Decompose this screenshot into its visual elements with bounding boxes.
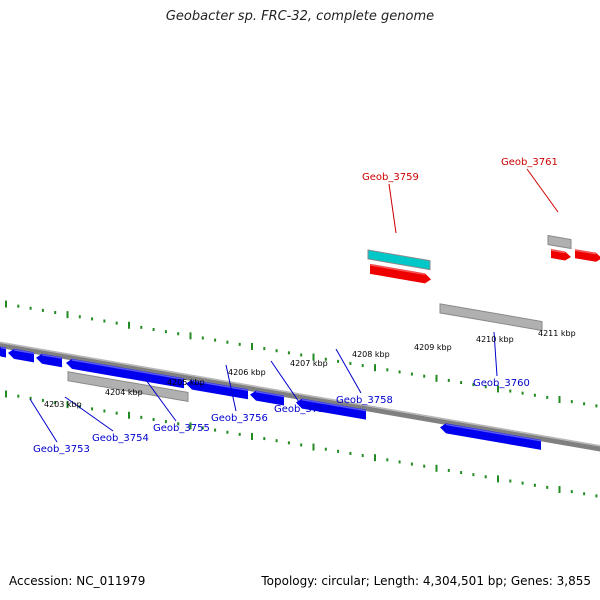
kbp-label: 4209 kbp: [414, 343, 452, 352]
gene-3762-arrow-shine: [574, 249, 597, 255]
grey-feature-3760: [439, 303, 543, 332]
gene-3761-arrow: [550, 249, 571, 261]
gene-3755-arrow-body: [66, 358, 184, 389]
genome-title: Geobacter sp. FRC-32, complete genome: [165, 9, 435, 24]
gene-3760-arrow-shine: [445, 423, 542, 442]
leader-line: [526, 168, 559, 213]
kbp-label: 4210 kbp: [476, 335, 514, 344]
gene-3757-arrow-shine: [255, 390, 285, 398]
gene-label-reverse[interactable]: Geob_3756: [211, 413, 268, 424]
leader-line: [64, 396, 114, 432]
kbp-label: 4203 kbp: [44, 400, 82, 409]
gene-3762-arrow: [574, 249, 600, 262]
gene-3757-arrow-body: [250, 390, 284, 406]
grey-feature-3761: [547, 234, 572, 250]
gene-3754-arrow-shine: [41, 354, 63, 359]
gene-label-reverse[interactable]: Geob_3758: [336, 395, 393, 406]
grey-feature-3755: [67, 371, 189, 403]
leader-line: [270, 360, 300, 403]
gene-3759-arrow-body: [370, 263, 431, 284]
leader-line: [225, 364, 237, 412]
gene-3752-arrow: [0, 346, 7, 358]
leader-line: [29, 398, 58, 443]
rna-feature-3759: [367, 249, 431, 271]
gene-3758-arrow-body: [296, 398, 366, 420]
leader-line: [493, 331, 498, 377]
gene-3759-arrow-shine: [369, 264, 426, 276]
labels: 4203 kbp 4204 kbp 4205 kbp 4206 kbp 4207 kbp…: [33, 157, 576, 455]
gene-3755-arrow: [66, 358, 185, 389]
gene-3761-arrow-shine: [550, 249, 566, 254]
backbone-highlight: [0, 341, 600, 447]
kbp-label: 4206 kbp: [228, 368, 266, 377]
gene-3757-arrow: [250, 390, 285, 406]
label-leaders: [29, 168, 559, 443]
kbp-label: 4204 kbp: [105, 388, 143, 397]
gene-3755-arrow-shine: [71, 359, 185, 380]
gene-label-reverse[interactable]: Geob_3754: [92, 433, 149, 444]
kbp-label: 4211 kbp: [538, 329, 576, 338]
gene-3754-arrow-body: [36, 353, 62, 368]
gene-3756-arrow-shine: [191, 379, 249, 392]
leader-line: [388, 183, 397, 234]
kbp-label: 4207 kbp: [290, 359, 328, 368]
gene-3753-arrow-shine: [13, 349, 35, 355]
tick-marks: [5, 300, 598, 498]
kbp-label: 4208 kbp: [352, 350, 390, 359]
gene-3752-arrow-shine: [0, 346, 7, 350]
gene-label-forward[interactable]: Geob_3761: [501, 157, 558, 168]
gene-label-reverse[interactable]: Geob_3757: [274, 404, 331, 415]
gene-3758-arrow-shine: [301, 398, 367, 412]
gene-3752-arrow-body: [0, 346, 6, 358]
accession-text: Accession: NC_011979: [9, 574, 146, 588]
leader-line: [335, 348, 362, 394]
gene-3762-arrow-body: [575, 249, 600, 262]
leader-line: [145, 379, 177, 422]
gene-3753-arrow-body: [8, 348, 34, 363]
genome-stats-text: Topology: circular; Length: 4,304,501 bp…: [261, 574, 591, 588]
gene-label-reverse[interactable]: Geob_3753: [33, 444, 90, 455]
gene-label-forward[interactable]: Geob_3759: [362, 172, 419, 183]
gene-3758-arrow: [296, 398, 367, 420]
gene-3753-arrow: [8, 348, 35, 363]
gene-3760-arrow-body: [440, 423, 541, 450]
gene-3754-arrow: [36, 353, 63, 368]
kbp-label: 4205 kbp: [167, 378, 205, 387]
gene-3761-arrow-body: [551, 249, 571, 261]
gene-3759-arrow: [369, 263, 431, 284]
gene-label-reverse[interactable]: Geob_3760: [473, 378, 530, 389]
gene-3760-arrow: [440, 423, 542, 450]
gene-label-reverse[interactable]: Geob_3755: [153, 423, 210, 434]
